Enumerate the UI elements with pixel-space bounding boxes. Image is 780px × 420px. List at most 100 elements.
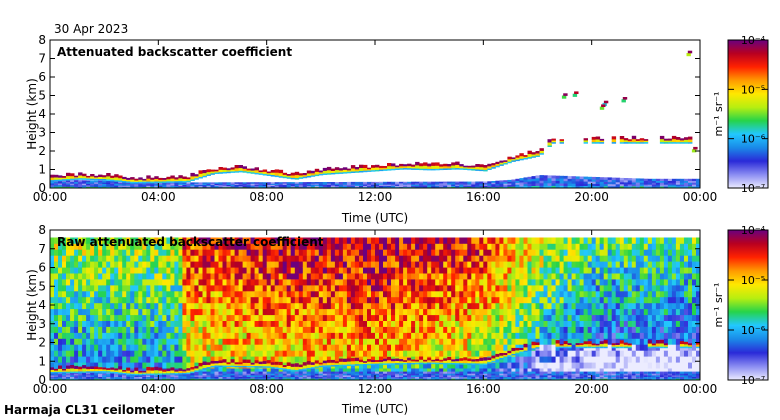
heatmap-cell	[118, 302, 123, 310]
heatmap-cell	[62, 350, 67, 357]
heatmap-cell	[463, 285, 468, 292]
heatmap-cell	[334, 167, 340, 171]
heatmap-cell	[471, 350, 476, 357]
heatmap-cell	[226, 338, 231, 345]
heatmap-cell	[383, 255, 388, 262]
heatmap-cell	[306, 255, 312, 262]
heatmap-cell	[258, 374, 263, 377]
heatmap-cell	[90, 314, 95, 321]
heatmap-cell	[106, 279, 111, 286]
heatmap-cell	[599, 140, 605, 143]
heatmap-cell	[423, 356, 428, 363]
heatmap-cell	[190, 285, 195, 292]
heatmap-cell	[82, 376, 87, 379]
heatmap-cell	[270, 326, 276, 333]
heatmap-cell	[479, 314, 484, 321]
heatmap-cell	[110, 320, 115, 327]
heatmap-cell	[70, 186, 75, 188]
heatmap-cell	[86, 267, 91, 274]
heatmap-cell	[174, 320, 179, 327]
heatmap-cell	[102, 176, 107, 179]
heatmap-cell	[415, 361, 420, 363]
heatmap-cell	[310, 366, 316, 369]
heatmap-cell	[415, 168, 420, 170]
heatmap-cell	[66, 178, 71, 181]
heatmap-cell	[363, 164, 368, 168]
heatmap-cell	[463, 237, 468, 244]
heatmap-cell	[483, 255, 488, 262]
heatmap-cell	[178, 302, 183, 310]
heatmap-cell	[487, 359, 492, 363]
heatmap-cell	[186, 344, 191, 351]
heatmap-cell	[82, 332, 87, 339]
heatmap-cell	[439, 362, 444, 369]
heatmap-cell	[499, 267, 504, 274]
heatmap-cell	[238, 365, 243, 368]
heatmap-cell	[170, 376, 175, 379]
heatmap-cell	[130, 249, 135, 256]
heatmap-cell	[198, 356, 203, 363]
heatmap-cell	[70, 314, 75, 321]
heatmap-cell	[258, 182, 263, 184]
heatmap-cell	[375, 249, 380, 256]
heatmap-cell	[363, 296, 368, 304]
heatmap-cell	[415, 362, 420, 369]
heatmap-cell	[90, 308, 95, 316]
heatmap-cell	[487, 186, 492, 188]
heatmap-cell	[190, 184, 195, 187]
heatmap-cell	[443, 249, 448, 256]
heatmap-cell	[455, 376, 460, 379]
heatmap-cell	[395, 255, 400, 262]
heatmap-cell	[635, 182, 641, 185]
heatmap-cell	[435, 249, 440, 256]
heatmap-cell	[150, 186, 155, 188]
heatmap-cell	[314, 376, 320, 379]
heatmap-cell	[375, 363, 380, 365]
heatmap-cell	[423, 243, 428, 250]
heatmap-cell	[679, 141, 685, 144]
heatmap-cell	[278, 249, 284, 256]
heatmap-cell	[70, 350, 75, 357]
panel-2-data	[50, 237, 700, 380]
heatmap-cell	[395, 332, 400, 339]
heatmap-cell	[266, 285, 272, 292]
heatmap-cell	[282, 368, 288, 371]
heatmap-cell	[206, 279, 211, 286]
heatmap-cell	[375, 285, 380, 292]
heatmap-cell	[230, 362, 235, 366]
heatmap-cell	[371, 183, 376, 185]
heatmap-cell	[242, 368, 247, 375]
heatmap-cell	[202, 255, 207, 262]
heatmap-cell	[90, 285, 95, 292]
heatmap-cell	[58, 179, 63, 181]
heatmap-cell	[507, 378, 512, 380]
heatmap-cell	[266, 182, 272, 184]
heatmap-cell	[70, 237, 75, 244]
heatmap-cell	[138, 267, 143, 274]
heatmap-cell	[262, 376, 268, 379]
heatmap-cell	[615, 181, 621, 185]
heatmap-cell	[515, 157, 520, 160]
x-tick-label: 08:00	[249, 190, 284, 204]
heatmap-cell	[174, 182, 179, 184]
heatmap-cell	[102, 185, 107, 187]
heatmap-cell	[226, 183, 231, 185]
heatmap-cell	[423, 314, 428, 321]
heatmap-cell	[122, 267, 127, 274]
heatmap-cell	[507, 308, 512, 316]
heatmap-cell	[595, 179, 601, 182]
heatmap-cell	[322, 186, 328, 188]
heatmap-cell	[684, 141, 689, 144]
heatmap-cell	[230, 279, 235, 286]
heatmap-cell	[282, 350, 288, 357]
heatmap-cell	[238, 243, 243, 250]
heatmap-cell	[278, 302, 284, 310]
heatmap-cell	[306, 173, 312, 176]
heatmap-cell	[242, 365, 247, 368]
heatmap-cell	[278, 326, 284, 333]
heatmap-cell	[322, 308, 328, 316]
heatmap-cell	[70, 373, 75, 376]
heatmap-cell	[415, 267, 420, 274]
heatmap-cell	[134, 255, 139, 262]
heatmap-cell	[495, 376, 500, 379]
